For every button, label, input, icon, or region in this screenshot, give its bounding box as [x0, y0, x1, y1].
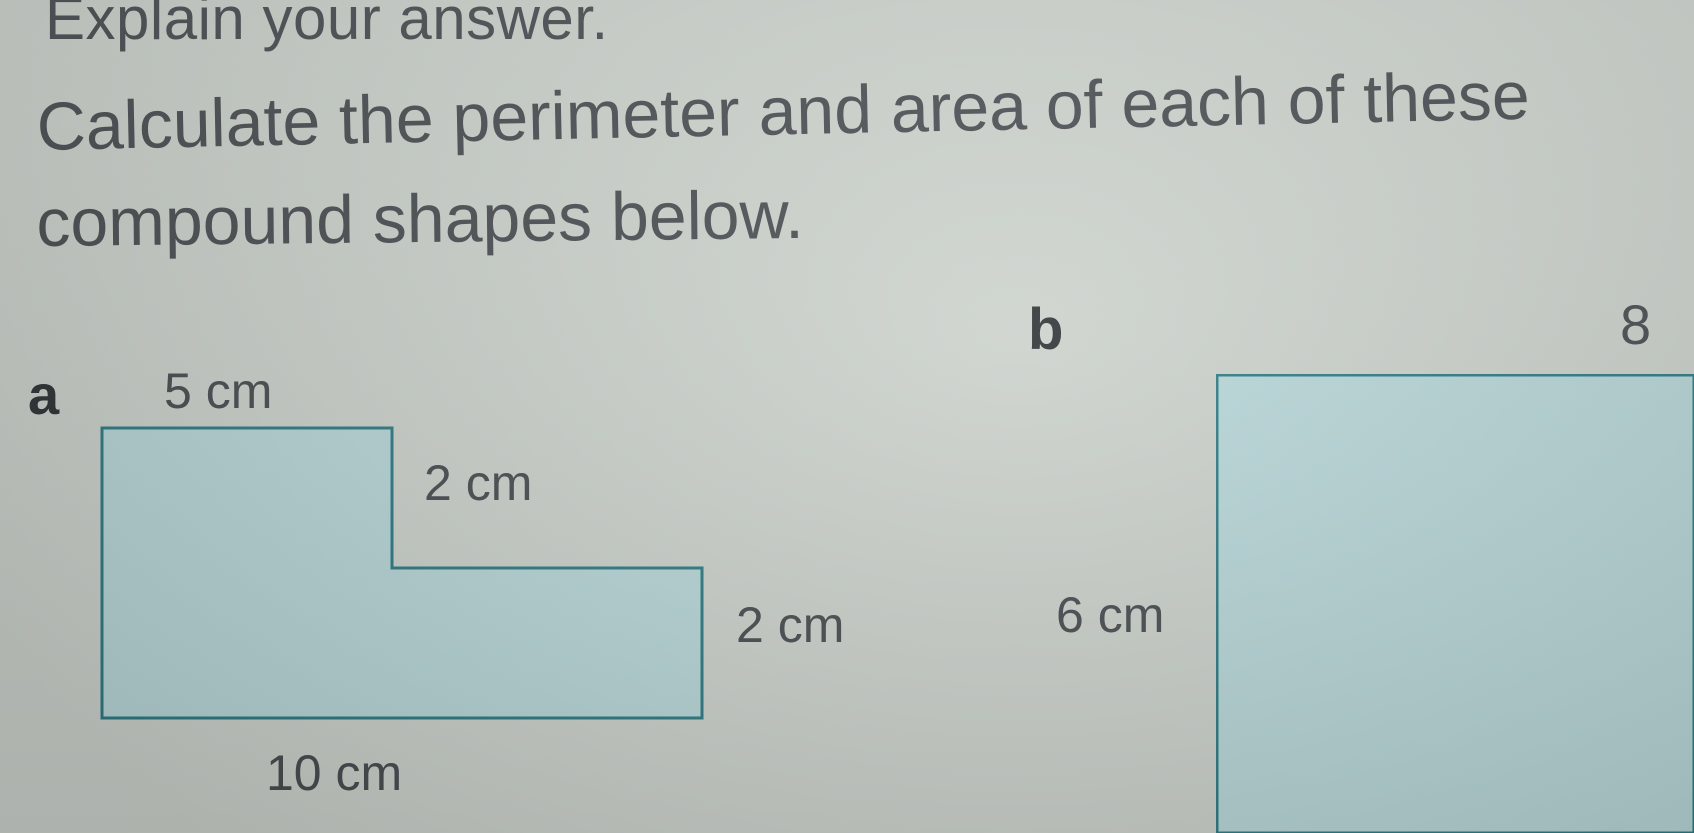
shape-a — [92, 418, 712, 728]
prev-question-fragment: Explain your answer. — [45, 0, 609, 53]
part-label-b: b — [1028, 296, 1063, 363]
dim-b-left-6cm: 6 cm — [1056, 586, 1164, 644]
question-line-2: compound shapes below. — [36, 180, 804, 259]
dim-a-right-2cm: 2 cm — [736, 596, 844, 654]
dim-a-bottom-10cm: 10 cm — [266, 744, 402, 802]
dim-a-top-5cm: 5 cm — [164, 362, 272, 420]
shape-b — [1216, 374, 1694, 833]
partial-dim-8: 8 — [1620, 292, 1651, 357]
part-label-a: a — [28, 362, 59, 427]
question-line-1: Calculate the perimeter and area of each… — [36, 61, 1530, 164]
